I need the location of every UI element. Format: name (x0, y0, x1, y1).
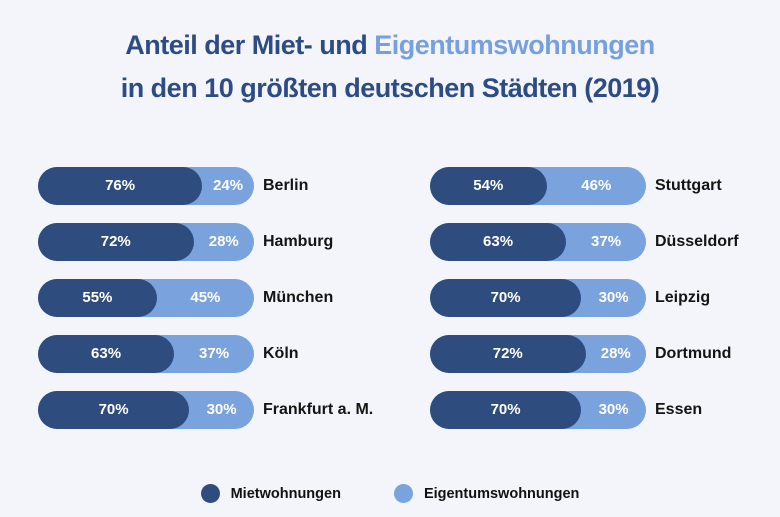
city-label: Hamburg (263, 233, 334, 250)
legend-item: Eigentumswohnungen (393, 484, 580, 503)
eigentum-value-label: 28% (600, 345, 631, 362)
chart-column-left: 76% 24% Berlin 72% 28% Hamburg 55% 45% M… (38, 167, 373, 447)
title-line1-light: Eigentumswohnungen (374, 30, 655, 60)
city-label: Köln (263, 345, 299, 362)
miet-value-label: 63% (483, 233, 514, 250)
stacked-bar: 72% 28% (430, 335, 646, 373)
bar-row-dortmund: 72% 28% Dortmund (430, 335, 739, 373)
city-label: Frankfurt a. M. (263, 401, 374, 418)
stacked-bar: 76% 24% (38, 167, 254, 205)
stacked-bar: 63% 37% (38, 335, 254, 373)
miet-value-label: 72% (100, 233, 131, 250)
city-label: Dortmund (655, 345, 732, 362)
bar-row-frankfurt-a-m: 70% 30% Frankfurt a. M. (38, 391, 373, 429)
city-label: München (263, 289, 334, 306)
bar-row-berlin: 76% 24% Berlin (38, 167, 373, 205)
eigentum-value-label: 30% (598, 401, 629, 418)
eigentum-value-label: 37% (199, 345, 230, 362)
bar-row-essen: 70% 30% Essen (430, 391, 739, 429)
bar-row-stuttgart: 54% 46% Stuttgart (430, 167, 739, 205)
title-line1-dark: Anteil der Miet- und (125, 30, 368, 60)
bar-row-düsseldorf: 63% 37% Düsseldorf (430, 223, 739, 261)
eigentum-value-label: 30% (206, 401, 237, 418)
eigentum-value-label: 24% (213, 177, 244, 194)
eigentum-value-label: 30% (598, 289, 629, 306)
city-label: Stuttgart (655, 177, 722, 194)
miet-segment (430, 391, 582, 429)
stacked-bar: 63% 37% (430, 223, 646, 261)
miet-segment (38, 223, 194, 261)
legend-swatch-icon (200, 484, 220, 503)
miet-value-label: 70% (98, 401, 129, 418)
miet-segment (430, 167, 547, 205)
legend-label: Eigentumswohnungen (423, 485, 580, 502)
miet-segment (430, 223, 567, 261)
stacked-bar: 54% 46% (430, 167, 646, 205)
miet-segment (38, 167, 203, 205)
miet-value-label: 76% (105, 177, 136, 194)
title-line2: in den 10 größten deutschen Städten (201… (120, 73, 660, 103)
miet-segment (38, 391, 190, 429)
miet-segment (430, 335, 586, 373)
miet-value-label: 63% (91, 345, 122, 362)
miet-value-label: 55% (82, 289, 113, 306)
city-label: Leipzig (655, 289, 711, 306)
legend-label: Mietwohnungen (230, 485, 341, 502)
miet-value-label: 70% (490, 289, 521, 306)
bar-row-münchen: 55% 45% München (38, 279, 373, 317)
stacked-bar: 55% 45% (38, 279, 254, 317)
city-label: Düsseldorf (655, 233, 739, 250)
stacked-bar: 70% 30% (430, 391, 646, 429)
miet-value-label: 54% (473, 177, 504, 194)
chart-column-right: 54% 46% Stuttgart 63% 37% Düsseldorf 70%… (430, 167, 739, 447)
miet-segment (38, 279, 157, 317)
legend-item: Mietwohnungen (200, 484, 341, 503)
eigentum-value-label: 46% (581, 177, 612, 194)
legend: Mietwohnungen Eigentumswohnungen (0, 484, 780, 503)
chart-title: Anteil der Miet- und Eigentumswohnungen … (0, 24, 780, 110)
eigentum-value-label: 45% (190, 289, 221, 306)
eigentum-value-label: 37% (591, 233, 622, 250)
stacked-bar: 72% 28% (38, 223, 254, 261)
stacked-bar: 70% 30% (38, 391, 254, 429)
bar-row-hamburg: 72% 28% Hamburg (38, 223, 373, 261)
miet-segment (430, 279, 582, 317)
miet-value-label: 70% (490, 401, 521, 418)
legend-swatch-icon (393, 484, 413, 503)
miet-value-label: 72% (492, 345, 523, 362)
city-label: Berlin (263, 177, 309, 194)
stacked-bar: 70% 30% (430, 279, 646, 317)
bar-row-leipzig: 70% 30% Leipzig (430, 279, 739, 317)
city-label: Essen (655, 401, 703, 418)
miet-segment (38, 335, 175, 373)
eigentum-value-label: 28% (208, 233, 239, 250)
bar-row-köln: 63% 37% Köln (38, 335, 373, 373)
